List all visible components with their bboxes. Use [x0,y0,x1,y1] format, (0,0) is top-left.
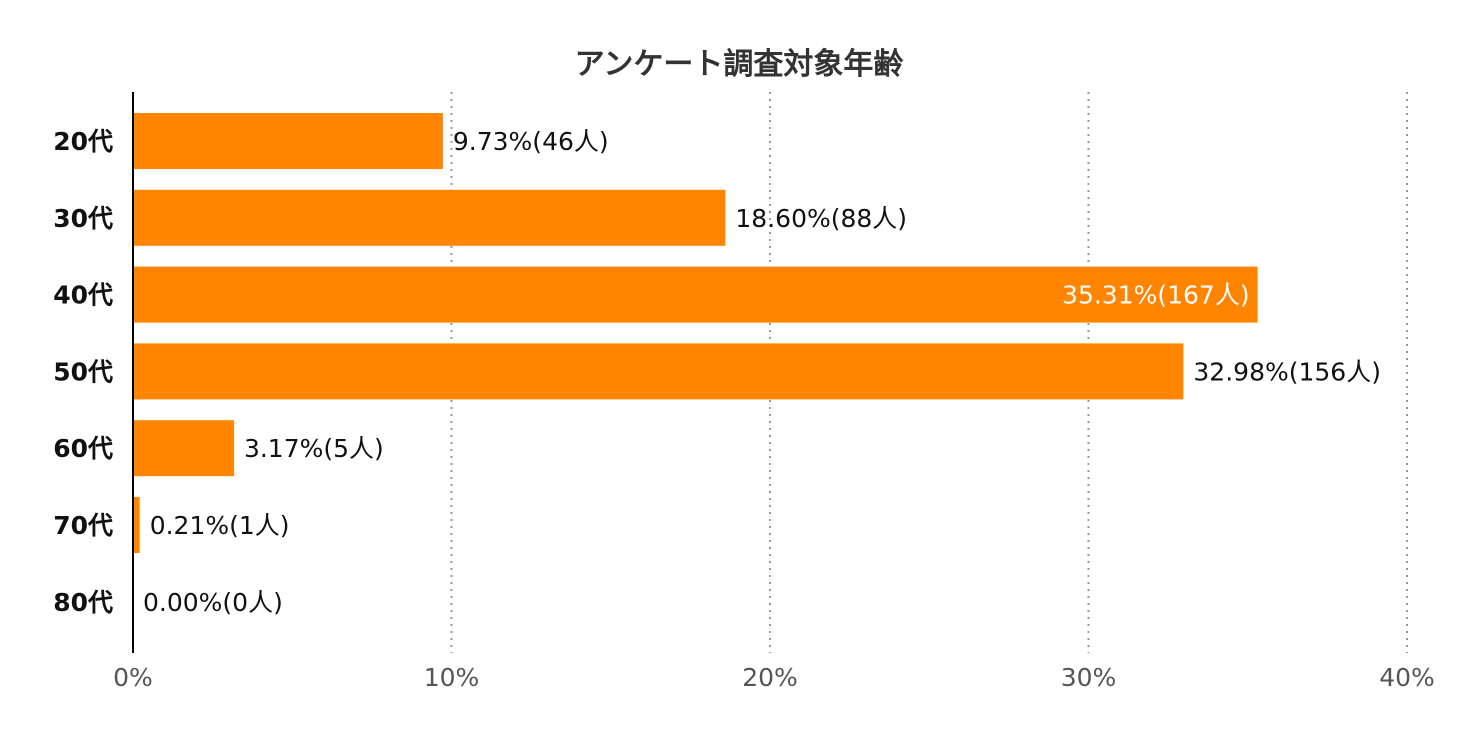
data-label: 0.21%(1人) [150,511,290,540]
category-label: 40代 [53,281,113,310]
data-label: 18.60%(88人) [735,204,907,233]
bar [133,113,443,169]
category-label: 20代 [53,127,113,156]
bar [133,497,140,553]
category-label: 80代 [53,588,113,617]
x-tick-label: 10% [424,663,480,692]
category-label: 60代 [53,434,113,463]
chart-title: アンケート調査対象年齢 [575,47,904,82]
category-labels: 20代 30代 40代 50代 60代 70代 80代 [53,127,113,617]
data-label: 32.98%(156人) [1193,357,1381,386]
data-label: 35.31%(167人) [1062,281,1250,310]
data-label: 0.00%(0人) [143,588,283,617]
category-label: 30代 [53,204,113,233]
category-label: 50代 [53,357,113,386]
data-label: 9.73%(46人) [453,127,609,156]
bar [133,343,1184,400]
bar [133,266,1258,323]
data-label: 3.17%(5人) [244,434,384,463]
bars [133,113,1258,553]
data-labels: 9.73%(46人) 18.60%(88人) 35.31%(167人) 32.98%(… [143,127,1381,617]
x-tick-label: 20% [742,663,798,692]
x-tick-label: 40% [1379,663,1435,692]
x-tick-label: 0% [113,663,153,692]
x-tick-labels: 0% 10% 20% 30% 40% [113,663,1435,692]
x-tick-label: 30% [1061,663,1117,692]
category-label: 70代 [53,511,113,540]
bar [133,189,726,246]
bar [133,420,234,477]
